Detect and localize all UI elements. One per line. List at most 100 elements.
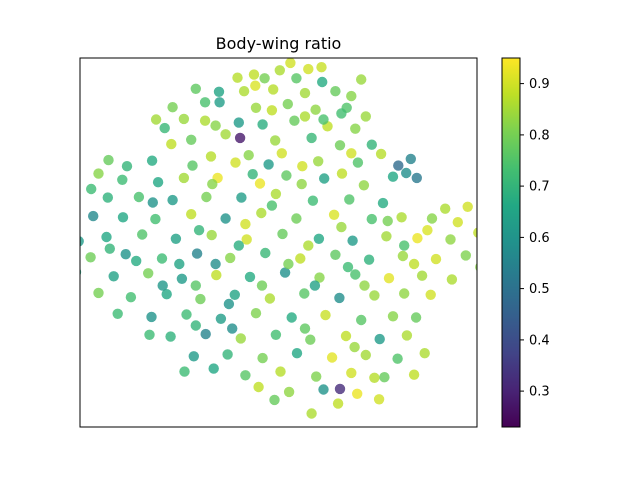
scatter-point <box>349 341 360 353</box>
scatter-point <box>283 258 294 270</box>
scatter-point <box>401 330 413 341</box>
scatter-point <box>254 178 266 189</box>
scatter-point <box>358 180 370 191</box>
scatter-point <box>178 113 190 125</box>
scatter-point <box>232 72 243 83</box>
scatter-point <box>230 157 241 168</box>
colorbar-tick-label: 0.3 <box>529 385 550 400</box>
scatter-point <box>356 74 367 85</box>
scatter-point <box>264 293 276 304</box>
scatter-point <box>330 86 341 97</box>
scatter-point <box>248 69 260 80</box>
scatter-point <box>222 349 233 360</box>
scatter-point <box>117 212 129 223</box>
scatter-point <box>146 155 158 166</box>
scatter-point <box>179 366 190 377</box>
scatter-point <box>176 273 188 284</box>
scatter-point <box>297 161 308 172</box>
scatter-point <box>101 231 112 243</box>
scatter-point <box>137 229 148 240</box>
scatter-point <box>174 258 185 270</box>
scatter-point <box>167 194 178 206</box>
scatter-point <box>446 274 458 285</box>
scatter-point <box>369 372 380 383</box>
scatter-point <box>347 235 358 246</box>
scatter-point <box>165 331 176 342</box>
scatter-point <box>405 153 416 165</box>
scatter-point <box>200 328 211 340</box>
scatter-point <box>382 215 393 227</box>
scatter-point <box>408 258 420 270</box>
scatter-point <box>416 270 428 281</box>
scatter-point <box>223 298 235 310</box>
scatter-point <box>307 195 319 206</box>
scatter-point <box>411 172 422 184</box>
scatter-point <box>88 210 99 222</box>
scatter-point <box>381 231 392 242</box>
colorbar-gradient <box>502 58 520 427</box>
scatter-point <box>282 98 293 110</box>
scatter-point <box>330 249 341 260</box>
scatter-point <box>233 117 244 128</box>
colorbar-tick-label: 0.7 <box>529 180 550 195</box>
scatter-point <box>289 115 300 126</box>
scatter-point <box>334 140 346 151</box>
scatter-point <box>425 289 436 300</box>
scatter-point <box>191 248 203 259</box>
plot-frame <box>79 57 478 428</box>
scatter-point <box>375 148 387 160</box>
scatter-point <box>247 169 258 180</box>
scatter-point <box>408 369 420 380</box>
scatter-point <box>319 173 330 184</box>
scatter-point <box>260 247 271 259</box>
scatter-point <box>299 323 311 334</box>
scatter-point <box>210 258 221 270</box>
scatter-point <box>102 192 114 203</box>
scatter-point <box>276 148 287 159</box>
scatter-point <box>317 76 328 88</box>
scatter-point <box>377 197 389 209</box>
scatter-point <box>379 372 390 383</box>
scatter-point <box>93 287 104 299</box>
scatter-point <box>233 240 244 251</box>
scatter-point <box>186 209 197 220</box>
scatter-point <box>299 111 311 122</box>
scatter-point <box>120 249 131 260</box>
scatter-point <box>283 386 295 398</box>
scatter-point <box>240 370 251 381</box>
scatter-point <box>250 308 262 319</box>
scatter-point <box>352 388 363 399</box>
scatter-point <box>161 289 172 300</box>
scatter-point <box>270 188 282 200</box>
scatter-point <box>440 203 451 214</box>
scatter-point <box>240 218 251 230</box>
scatter-point <box>269 394 280 406</box>
scatter-point <box>208 363 219 374</box>
colorbar-tick-label: 0.9 <box>529 77 550 92</box>
scatter-point <box>281 170 292 181</box>
scatter-point <box>213 86 225 98</box>
scatter-point <box>462 201 473 212</box>
scatter-point <box>256 280 268 291</box>
scatter-point <box>299 87 311 99</box>
chart-title: Body-wing ratio <box>216 34 342 53</box>
scatter-point <box>86 183 97 195</box>
scatter-point <box>150 213 161 225</box>
scatter-point <box>316 61 327 73</box>
scatter-points <box>80 58 477 419</box>
scatter-point <box>342 261 354 273</box>
scatter-point <box>310 104 321 115</box>
scatter-point <box>430 253 442 265</box>
scatter-point <box>318 384 329 395</box>
scatter-point <box>250 102 262 114</box>
scatter-point <box>146 311 157 323</box>
scatter-point <box>334 292 345 304</box>
scatter-point <box>211 269 222 281</box>
scatter-point <box>125 292 137 303</box>
scatter-point <box>397 250 409 262</box>
scatter-point <box>314 272 325 283</box>
scatter-point <box>350 269 361 280</box>
scatter-point <box>108 271 119 282</box>
scatter-point <box>238 86 250 97</box>
scatter-point <box>250 80 261 91</box>
